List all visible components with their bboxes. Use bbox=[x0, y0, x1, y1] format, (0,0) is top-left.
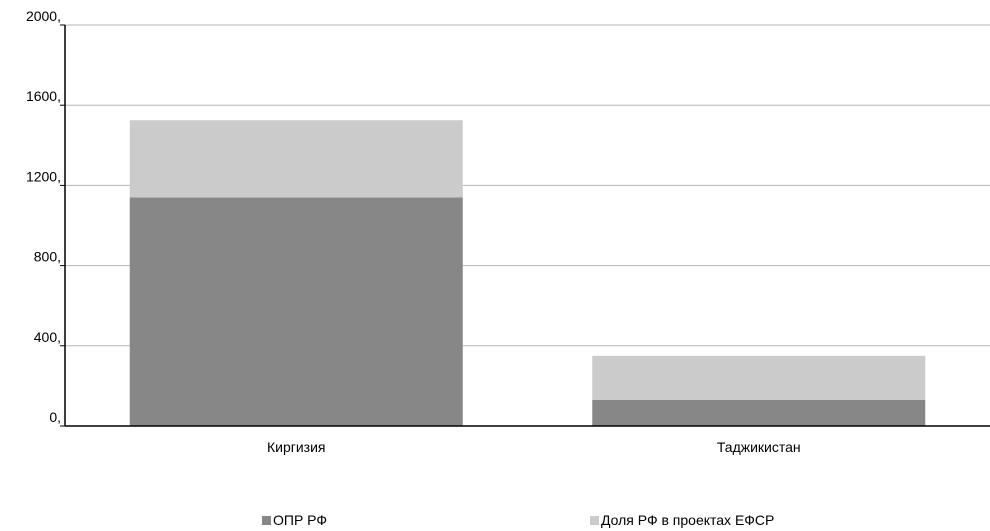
x-category-label: Киргизия bbox=[267, 439, 326, 455]
y-tick-labels: 0, 400, 800, 1200, 1600, 2000, bbox=[26, 8, 61, 425]
legend-label: ОПР РФ bbox=[273, 512, 327, 528]
bar-segment bbox=[129, 120, 463, 198]
bar-segment bbox=[592, 399, 926, 426]
x-category-label: Таджикистан bbox=[717, 439, 801, 455]
y-tick-label: 0, bbox=[49, 409, 61, 425]
legend-label: Доля РФ в проектах ЕФСР bbox=[601, 512, 774, 528]
legend-swatch bbox=[262, 516, 271, 525]
y-tick-label: 2000, bbox=[26, 8, 61, 24]
x-category-labels: Киргизия Таджикистан bbox=[267, 439, 801, 455]
axes bbox=[64, 25, 990, 427]
y-tick-label: 800, bbox=[34, 249, 61, 265]
y-tick-label: 1600, bbox=[26, 88, 61, 104]
bar-segment bbox=[592, 355, 926, 400]
legend-swatch bbox=[590, 516, 599, 525]
y-tick-label: 400, bbox=[34, 329, 61, 345]
bars bbox=[129, 120, 926, 426]
legend: ОПР РФ Доля РФ в проектах ЕФСР bbox=[262, 512, 774, 528]
y-tick-label: 1200, bbox=[26, 168, 61, 184]
bar-segment bbox=[129, 197, 463, 426]
